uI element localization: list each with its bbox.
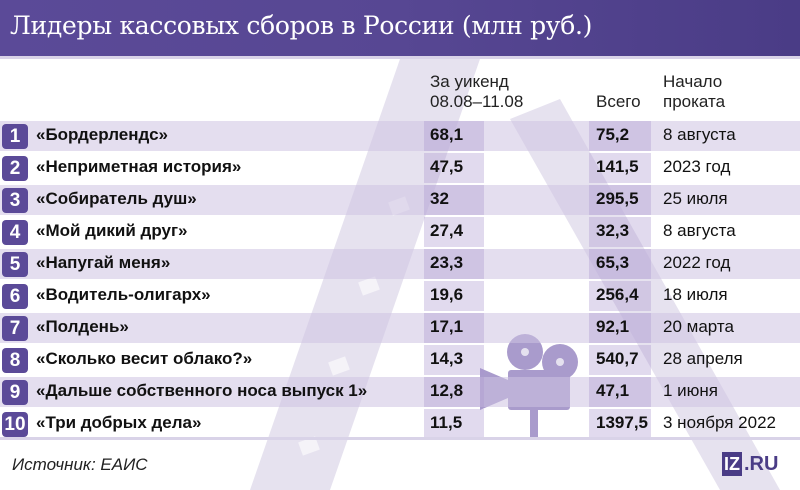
rank-badge: 7 [2, 316, 28, 341]
weekend-column-highlight [424, 377, 484, 407]
rank-badge: 1 [2, 124, 28, 149]
total-gross: 92,1 [596, 317, 630, 336]
total-column-highlight [589, 121, 651, 151]
weekend-gross: 47,5 [430, 157, 464, 176]
table-row: 2 «Неприметная история» 47,5 141,5 2023 год [0, 153, 800, 183]
weekend-gross: 11,5 [430, 413, 463, 432]
film-title: «Неприметная история» [36, 157, 242, 176]
title-bar: Лидеры кассовых сборов в России (млн руб… [0, 0, 800, 56]
film-title: «Три добрых дела» [36, 413, 202, 432]
release-date: 28 апреля [663, 349, 743, 368]
weekend-gross: 14,3 [430, 349, 464, 368]
total-gross: 141,5 [596, 157, 639, 176]
weekend-column-highlight [424, 409, 484, 439]
total-gross: 295,5 [596, 189, 639, 208]
rank-badge: 4 [2, 220, 28, 245]
total-column-highlight [589, 313, 651, 343]
header-weekend-line2: 08.08–11.08 [430, 92, 524, 111]
film-title: «Дальше собственного носа выпуск 1» [36, 381, 368, 400]
rank-badge: 5 [2, 252, 28, 277]
weekend-gross: 32 [430, 189, 449, 208]
total-column-highlight [589, 409, 651, 439]
rank-badge: 10 [2, 412, 28, 437]
film-title: «Напугай меня» [36, 253, 171, 272]
total-gross: 75,2 [596, 125, 630, 144]
film-title: «Собиратель душ» [36, 189, 197, 208]
source-note: Источник: ЕАИС [12, 455, 148, 474]
table-row: 6 «Водитель-олигарх» 19,6 256,4 18 июля [0, 281, 800, 311]
release-date: 18 июля [663, 285, 728, 304]
table-row: 9 «Дальше собственного носа выпуск 1» 12,8… [0, 377, 800, 407]
total-column-highlight [589, 217, 651, 247]
weekend-column-highlight [424, 153, 484, 183]
table-row: 4 «Мой дикий друг» 27,4 32,3 8 августа [0, 217, 800, 247]
total-gross: 1397,5 [596, 413, 648, 432]
header-total: Всего [596, 92, 641, 111]
total-gross: 256,4 [596, 285, 639, 304]
weekend-column-highlight [424, 281, 484, 311]
weekend-gross: 23,3 [430, 253, 464, 272]
release-date: 8 августа [663, 221, 736, 240]
logo-box: IZ [722, 452, 742, 476]
divider [0, 437, 800, 440]
header-start-line1: Начало [663, 72, 723, 91]
release-date: 2022 год [663, 253, 731, 272]
total-column-highlight [589, 153, 651, 183]
weekend-column-highlight [424, 249, 484, 279]
release-date: 2023 год [663, 157, 731, 176]
weekend-column-highlight [424, 345, 484, 375]
header-start-line2: проката [663, 92, 726, 111]
divider [0, 56, 800, 59]
table-row: 8 «Сколько весит облако?» 14,3 540,7 28 апре… [0, 345, 800, 375]
weekend-gross: 17,1 [430, 317, 464, 336]
total-column-highlight [589, 281, 651, 311]
weekend-column-highlight [424, 185, 484, 215]
weekend-gross: 12,8 [430, 381, 464, 400]
weekend-gross: 19,6 [430, 285, 464, 304]
film-title: «Водитель-олигарх» [36, 285, 211, 304]
release-date: 3 ноября 2022 [663, 413, 776, 432]
total-column-highlight [589, 185, 651, 215]
total-gross: 47,1 [596, 381, 630, 400]
table-row: 3 «Собиратель душ» 32 295,5 25 июля [0, 185, 800, 215]
film-title: «Полдень» [36, 317, 129, 336]
release-date: 1 июня [663, 381, 719, 400]
total-gross: 65,3 [596, 253, 630, 272]
iz-ru-logo: IZ .RU [722, 452, 778, 476]
logo-suffix: .RU [744, 452, 779, 475]
header-weekend-line1: За уикенд [430, 72, 509, 91]
total-column-highlight [589, 249, 651, 279]
film-title: «Бордерлендс» [36, 125, 168, 144]
total-gross: 32,3 [596, 221, 630, 240]
film-title: «Мой дикий друг» [36, 221, 188, 240]
page-title: Лидеры кассовых сборов в России (млн руб… [10, 11, 593, 40]
table-row: 10 «Три добрых дела» 11,5 1397,5 3 ноября 20… [0, 409, 800, 439]
table-row: 1 «Бордерлендс» 68,1 75,2 8 августа [0, 121, 800, 151]
weekend-gross: 27,4 [430, 221, 464, 240]
header-weekend: За уикенд 08.08–11.08 [430, 72, 523, 112]
total-gross: 540,7 [596, 349, 639, 368]
release-date: 20 марта [663, 317, 734, 336]
weekend-column-highlight [424, 217, 484, 247]
weekend-gross: 68,1 [430, 125, 464, 144]
table-row: 7 «Полдень» 17,1 92,1 20 марта [0, 313, 800, 343]
total-column-highlight [589, 345, 651, 375]
weekend-column-highlight [424, 313, 484, 343]
release-date: 25 июля [663, 189, 728, 208]
total-column-highlight [589, 377, 651, 407]
film-title: «Сколько весит облако?» [36, 349, 253, 368]
weekend-column-highlight [424, 121, 484, 151]
rank-badge: 3 [2, 188, 28, 213]
header-start: Начало проката [663, 72, 725, 112]
release-date: 8 августа [663, 125, 736, 144]
rank-badge: 9 [2, 380, 28, 405]
table-row: 5 «Напугай меня» 23,3 65,3 2022 год [0, 249, 800, 279]
rank-badge: 8 [2, 348, 28, 373]
rank-badge: 2 [2, 156, 28, 181]
rank-badge: 6 [2, 284, 28, 309]
